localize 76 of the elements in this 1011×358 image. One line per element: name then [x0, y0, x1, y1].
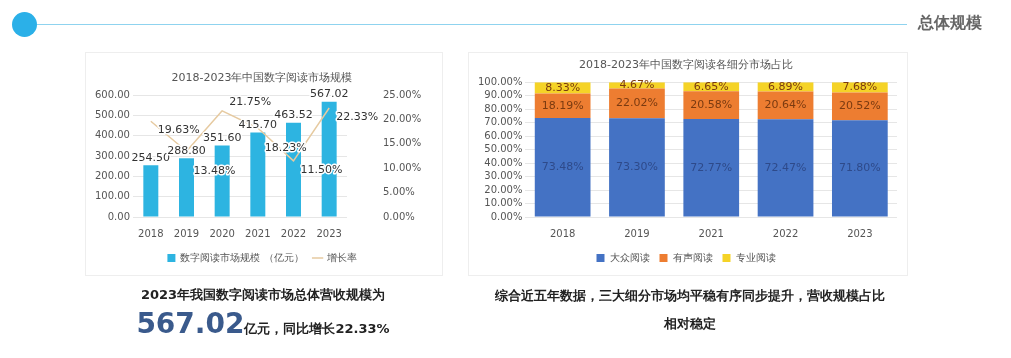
text: 567.02亿元，同比增长22.33%	[135, 307, 391, 342]
y-tick-label: 500.00	[94, 108, 130, 120]
text: 综合近五年数据，三大细分市场均平稳有序同步提升，营收规模占比相对稳定	[494, 287, 886, 333]
bar	[609, 118, 665, 217]
y-tick-label: 300.00	[94, 149, 130, 161]
y2-tick-label: 25.00%	[383, 88, 422, 100]
bar	[683, 118, 740, 217]
y-tick-label: 80.00%	[484, 102, 523, 114]
y2-tick-label: 20.00%	[383, 112, 422, 124]
x-tick-label: 2022	[772, 227, 799, 239]
y-tick-label: 90.00%	[484, 89, 523, 101]
data-label: 20.64%	[764, 98, 807, 112]
data-label: 351.60	[202, 130, 242, 144]
bar	[831, 120, 888, 217]
x-tick-label: 2023	[847, 227, 873, 239]
chart-title: 2018-2023年中国数字阅读各细分市场占比	[579, 58, 793, 72]
data-label: 73.48%	[541, 160, 584, 174]
y2-tick-label: 5.00%	[383, 186, 415, 198]
y-tick-label: 0.00	[107, 210, 130, 222]
y2-tick-label: 15.00%	[383, 137, 422, 149]
bar	[250, 132, 266, 217]
data-label: 20.58%	[690, 97, 733, 111]
legend-label: 有声阅读	[672, 251, 713, 263]
data-label: 7.68%	[842, 80, 878, 94]
y2-tick-label: 0.00%	[383, 210, 415, 222]
y-tick-label: 10.00%	[484, 197, 523, 209]
y-tick-label: 200.00	[94, 169, 130, 181]
bar	[179, 158, 194, 217]
x-tick-label: 2018	[549, 227, 576, 239]
data-label: 288.80	[167, 143, 206, 157]
y-tick-label: 100.00	[94, 190, 130, 202]
data-label: 71.80%	[838, 161, 881, 175]
data-label: 22.02%	[615, 96, 658, 110]
y-tick-label: 20.00%	[484, 183, 523, 195]
text: 总体规模	[918, 13, 982, 34]
y-tick-label: 100.00%	[477, 75, 523, 87]
data-label: 18.19%	[541, 98, 584, 112]
data-label: 72.47%	[764, 160, 807, 174]
legend-label: 大众阅读	[609, 251, 650, 263]
x-tick-label: 2023	[316, 227, 342, 239]
y-tick-label: 30.00%	[484, 170, 523, 182]
data-label: 8.33%	[545, 80, 581, 94]
data-label: 4.67%	[619, 78, 655, 92]
x-tick-label: 2019	[173, 227, 200, 239]
data-label: 6.65%	[693, 79, 729, 93]
data-label: 20.52%	[838, 99, 881, 113]
data-label: 415.70	[238, 117, 278, 131]
y-tick-label: 60.00%	[484, 129, 523, 141]
legend-label: 专业阅读	[735, 251, 776, 263]
data-label: 22.33%	[336, 109, 379, 123]
x-tick-label: 2018	[138, 227, 164, 239]
legend-label: 数字阅读市场规模 （亿元）	[180, 251, 304, 263]
bar	[757, 119, 814, 217]
y-tick-label: 600.00	[94, 88, 130, 100]
text: 2023年我国数字阅读市场总体营收规模为	[139, 286, 387, 304]
data-label: 21.75%	[229, 94, 272, 108]
data-label: 6.89%	[768, 79, 804, 93]
y-tick-label: 50.00%	[484, 143, 523, 155]
legend-label: 增长率	[325, 251, 357, 263]
data-label: 72.77%	[690, 160, 733, 174]
data-label: 567.02	[309, 87, 349, 101]
y-tick-label: 400.00	[94, 129, 130, 141]
x-tick-label: 2021	[245, 227, 271, 239]
data-label: 19.63%	[157, 123, 200, 137]
x-tick-label: 2021	[698, 227, 724, 239]
data-label: 73.30%	[615, 160, 658, 174]
bar	[143, 165, 159, 217]
y-tick-label: 0.00%	[490, 210, 523, 222]
x-tick-label: 2020	[209, 227, 235, 239]
x-tick-label: 2022	[280, 227, 307, 239]
chart-title: 2018-2023年中国数字阅读市场规模	[171, 71, 353, 85]
y2-tick-label: 10.00%	[383, 161, 422, 173]
y-tick-label: 70.00%	[484, 116, 523, 128]
y-tick-label: 40.00%	[484, 156, 523, 168]
x-tick-label: 2019	[624, 227, 650, 239]
bar	[534, 117, 591, 217]
